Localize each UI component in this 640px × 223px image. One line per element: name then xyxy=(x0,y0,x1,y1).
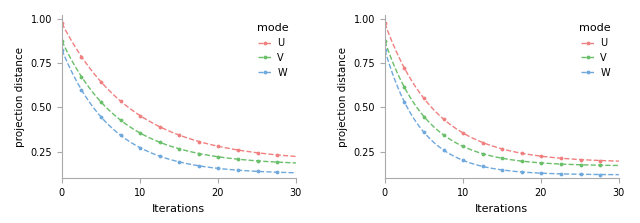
V xyxy=(196,153,204,155)
W xyxy=(381,49,388,51)
Line: V: V xyxy=(60,39,298,165)
Y-axis label: projection distance: projection distance xyxy=(15,47,25,147)
Line: W: W xyxy=(60,47,298,175)
U xyxy=(520,152,528,155)
W xyxy=(520,171,528,173)
W xyxy=(579,173,586,176)
W xyxy=(202,165,209,168)
U xyxy=(381,22,388,25)
V xyxy=(381,40,388,42)
W xyxy=(59,50,67,53)
Y-axis label: projection distance: projection distance xyxy=(338,47,348,147)
V xyxy=(520,160,528,163)
U xyxy=(197,141,205,143)
U xyxy=(593,159,601,162)
Line: U: U xyxy=(383,21,621,163)
U xyxy=(255,152,263,154)
Line: U: U xyxy=(60,21,298,159)
U xyxy=(202,142,209,145)
U xyxy=(615,160,623,162)
V xyxy=(292,162,300,164)
W xyxy=(615,173,623,176)
V xyxy=(59,41,67,44)
W xyxy=(270,171,278,173)
U xyxy=(59,23,67,26)
V xyxy=(579,163,586,166)
V xyxy=(58,40,66,42)
U xyxy=(58,22,66,25)
U xyxy=(524,153,532,156)
U xyxy=(270,153,278,156)
Legend: U, V, W: U, V, W xyxy=(253,20,291,81)
V xyxy=(615,164,623,167)
U xyxy=(196,141,204,143)
W xyxy=(292,171,300,174)
U xyxy=(520,152,527,155)
Line: V: V xyxy=(383,39,621,168)
W xyxy=(196,165,204,167)
W xyxy=(520,171,527,173)
Legend: U, V, W: U, V, W xyxy=(577,20,614,81)
Line: W: W xyxy=(383,47,621,177)
W xyxy=(593,173,601,176)
U xyxy=(292,155,300,158)
V xyxy=(197,153,205,155)
W xyxy=(382,51,390,54)
W xyxy=(524,171,532,174)
U xyxy=(382,24,390,27)
W xyxy=(197,165,205,167)
V xyxy=(593,164,601,167)
V xyxy=(270,161,278,163)
V xyxy=(524,161,532,163)
V xyxy=(202,153,209,156)
W xyxy=(58,49,66,51)
X-axis label: Iterations: Iterations xyxy=(152,204,205,214)
V xyxy=(520,160,527,163)
U xyxy=(579,158,586,161)
W xyxy=(255,170,263,173)
X-axis label: Iterations: Iterations xyxy=(476,204,529,214)
V xyxy=(255,160,263,162)
V xyxy=(382,42,390,45)
